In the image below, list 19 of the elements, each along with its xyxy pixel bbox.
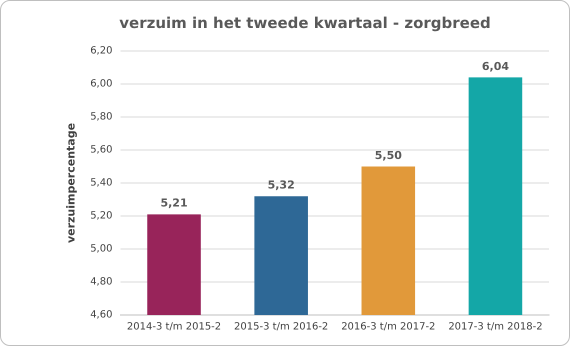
chart-title: verzuim in het tweede kwartaal - zorgbreed: [119, 14, 491, 32]
y-tick-label: 6,00: [90, 78, 112, 90]
x-tick-label: 2015-3 t/m 2016-2: [234, 322, 328, 333]
y-axis-title: verzuimpercentage: [64, 122, 78, 244]
y-tick-label: 4,80: [90, 276, 112, 288]
x-tick-label: 2016-3 t/m 2017-2: [341, 322, 436, 333]
data-label: 5,21: [160, 196, 188, 210]
y-tick-label: 5,80: [90, 112, 112, 123]
data-label: 6,04: [482, 60, 510, 73]
y-tick-label: 6,20: [90, 46, 112, 57]
y-tick-label: 5,20: [90, 210, 112, 222]
y-tick-label: 5,60: [90, 144, 112, 156]
data-label: 5,32: [268, 178, 295, 192]
y-tick-label: 5,40: [90, 178, 112, 189]
y-tick-label: 4,60: [90, 310, 112, 321]
x-tick-label: 2017-3 t/m 2018-2: [448, 322, 543, 333]
x-tick-label: 2014-3 t/m 2015-2: [126, 322, 222, 333]
y-tick-label: 5,00: [90, 244, 112, 255]
data-label: 5,50: [374, 148, 402, 162]
